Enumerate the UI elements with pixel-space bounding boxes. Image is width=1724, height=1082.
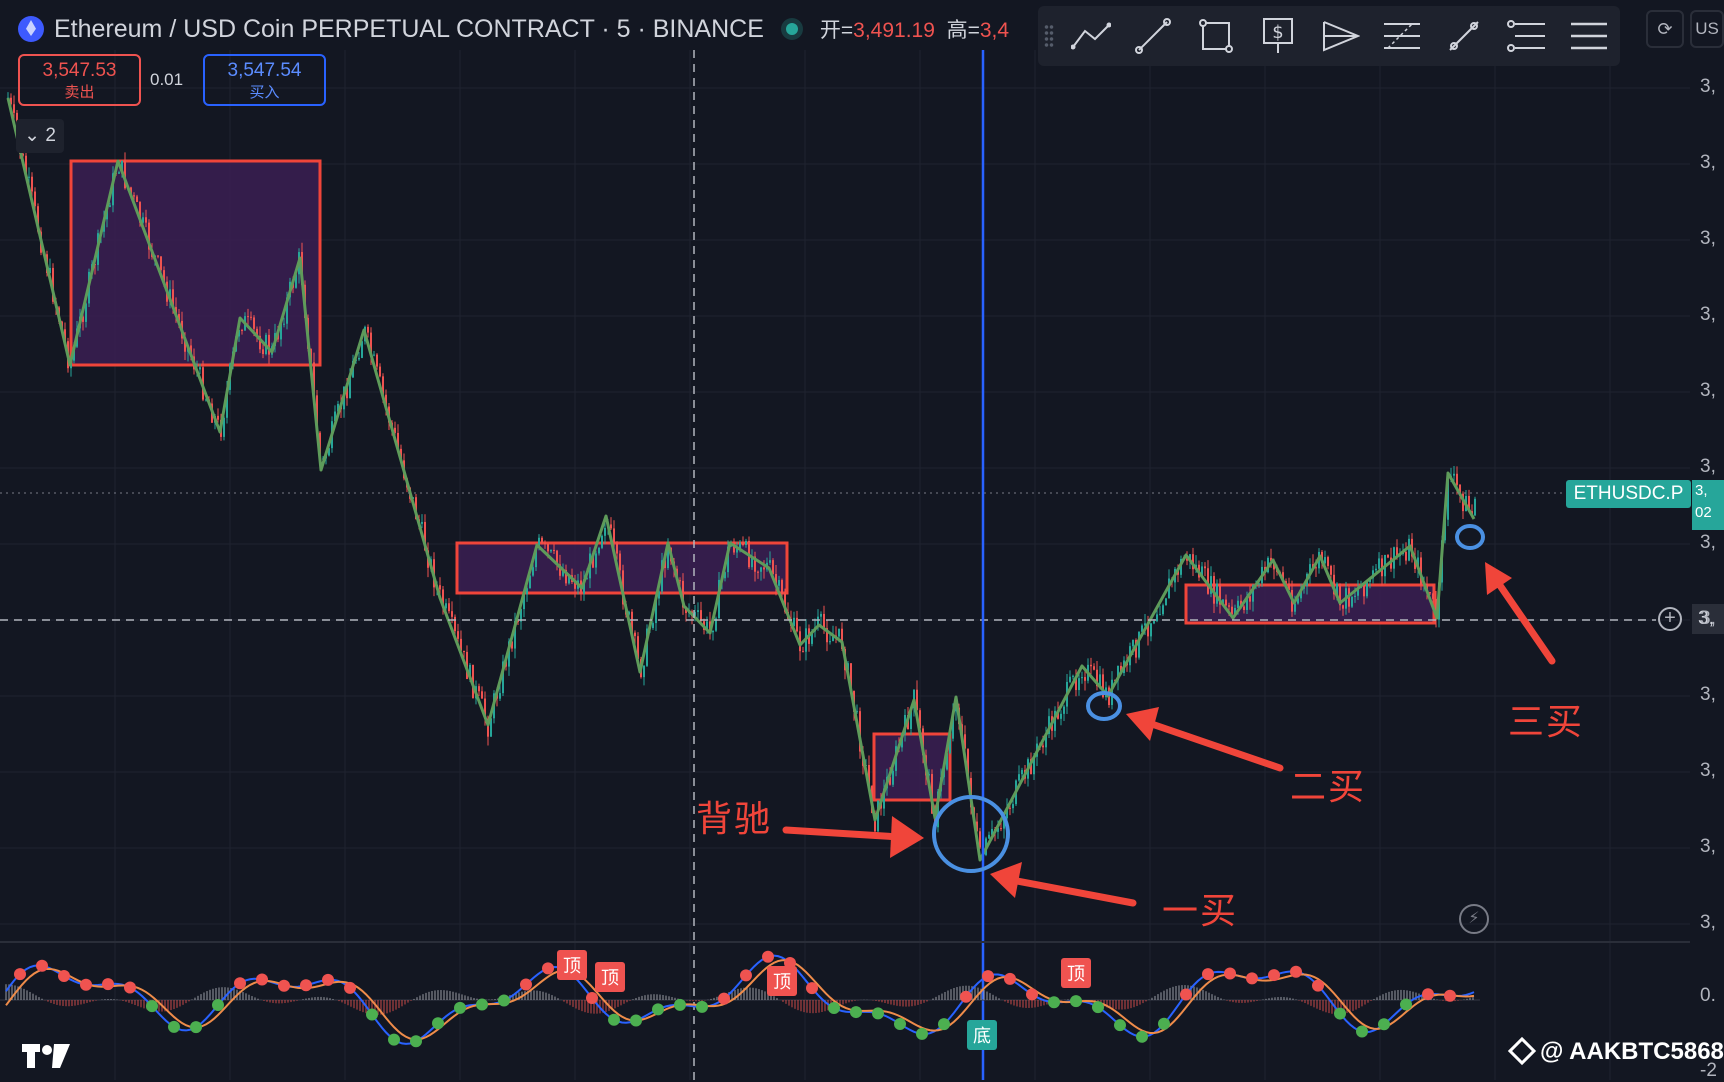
last-price-tag: 3, 02 [1692, 480, 1724, 530]
drawing-toolbar: $ [1038, 6, 1620, 66]
drag-handle-icon[interactable] [1044, 24, 1054, 48]
price-axis-tick: 3, [1700, 684, 1716, 705]
annotation-first-buy: 一买 [1162, 890, 1239, 931]
sell-price: 3,547.53 [42, 60, 117, 81]
price-axis-tick: 3, [1700, 228, 1716, 249]
indicator-axis-tick: 0. [1700, 985, 1716, 1006]
price-axis-tick: 3, [1700, 76, 1716, 97]
pane-count: 2 [45, 125, 56, 146]
spread-value: 0.01 [150, 70, 184, 89]
ohlc-open-label: 开= [819, 19, 854, 42]
last-price-line2: 02 [1695, 504, 1712, 521]
top-signal-label: 顶 [767, 966, 797, 996]
ohlc-high-value: 3,4 [979, 19, 1010, 42]
buy-label: 买入 [249, 84, 280, 101]
market-open-icon [785, 23, 798, 35]
top-signal-label: 顶 [595, 962, 625, 992]
zone-4 [1184, 583, 1436, 625]
ohlc-high-label: 高= [946, 19, 980, 42]
more-menu-icon[interactable] [1566, 13, 1612, 59]
symbol-price-tag: ETHUSDC.P [1566, 480, 1691, 508]
ethereum-logo-icon [18, 16, 44, 42]
buy-button[interactable]: 3,547.54 买入 [203, 54, 326, 106]
second-buy-circle [1086, 691, 1122, 721]
first-buy-circle [932, 795, 1010, 873]
annotation-arrows [782, 562, 1556, 907]
stroke-segment-line [6, 97, 1476, 862]
price-axis-tick: 3, [1700, 532, 1716, 553]
add-alert-plus-icon[interactable]: + [1658, 607, 1682, 631]
tradingview-logo-icon[interactable] [22, 1040, 72, 1070]
price-axis-tick: 3, [1700, 380, 1716, 401]
ohlc-readout: 开=3,491.19 高=3,4 [820, 14, 1009, 44]
price-axis-tick: 3, [1700, 760, 1716, 781]
sell-button[interactable]: 3,547.53 卖出 [18, 54, 141, 106]
price-axis-tick: 3, [1700, 912, 1716, 933]
chevron-down-icon: ⌄ [24, 125, 41, 146]
sell-label: 卖出 [64, 84, 95, 101]
annotation-third-buy: 三买 [1508, 701, 1585, 742]
measure-icon[interactable] [1441, 13, 1487, 59]
pane-collapse-button[interactable]: ⌄ 2 [16, 119, 64, 153]
annotation-divergence: 背驰 [696, 798, 773, 839]
symbol-title[interactable]: Ethereum / USD Coin PERPETUAL CONTRACT ·… [54, 14, 764, 43]
macd-indicator [0, 950, 1480, 1048]
symbol-header: Ethereum / USD Coin PERPETUAL CONTRACT ·… [18, 12, 1009, 46]
rectangle-icon[interactable] [1193, 13, 1239, 59]
trend-line-icon[interactable] [1068, 13, 1114, 59]
annotation-circles [932, 524, 1485, 873]
fib-retracement-icon[interactable] [1379, 13, 1425, 59]
annotation-second-buy: 二买 [1290, 766, 1367, 807]
fib-channel-icon[interactable] [1504, 13, 1550, 59]
buy-price: 3,547.54 [227, 60, 302, 81]
currency-button[interactable]: US [1690, 10, 1724, 48]
price-axis-tick: 3, [1700, 836, 1716, 857]
price-axis-tick: 3, [1700, 608, 1716, 629]
binance-logo-icon [1507, 1036, 1537, 1066]
svg-text:$: $ [1272, 22, 1283, 43]
price-axis-tick: 3, [1700, 152, 1716, 173]
price-axis-tick: 3, [1700, 456, 1716, 477]
pitchfork-icon[interactable] [1317, 13, 1363, 59]
bottom-signal-label: 底 [967, 1020, 997, 1050]
top-signal-label: 顶 [1061, 958, 1091, 988]
watermark: @ AAKBTC5868 [1507, 1036, 1724, 1066]
last-price-line1: 3, [1695, 482, 1708, 499]
price-axis-tick: 3, [1700, 304, 1716, 325]
consolidation-zones [69, 159, 1436, 802]
zone-1 [69, 159, 322, 367]
crosshair-price-tag: 3, [1692, 604, 1724, 634]
third-buy-circle [1455, 524, 1485, 550]
lightning-icon[interactable]: ⚡ [1459, 904, 1489, 934]
top-signal-label: 顶 [557, 950, 587, 980]
indicator-axis-tick: -2 [1700, 1060, 1717, 1081]
ohlc-open-value: 3,491.19 [853, 19, 935, 42]
reset-icon[interactable]: ⟳ [1646, 10, 1684, 48]
ray-icon[interactable] [1130, 13, 1176, 59]
watermark-text: @ AAKBTC5868 [1540, 1038, 1724, 1065]
long-position-icon[interactable]: $ [1255, 13, 1301, 59]
